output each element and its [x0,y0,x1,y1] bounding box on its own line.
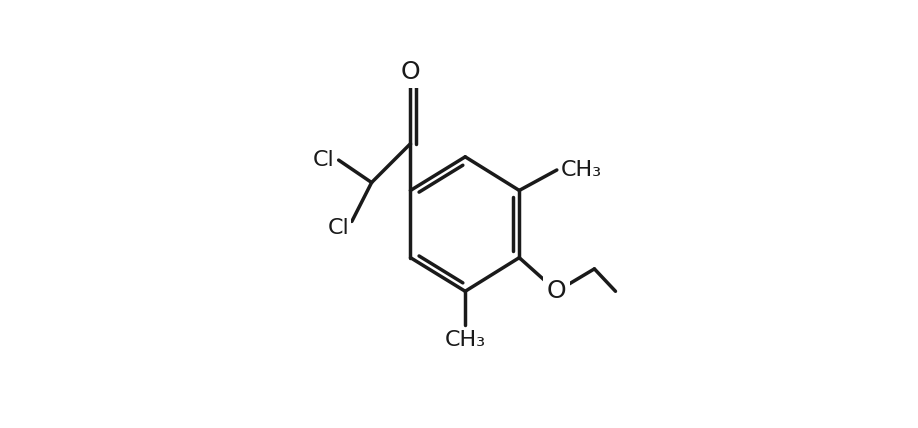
Text: O: O [400,60,420,84]
Text: Cl: Cl [313,150,335,170]
Text: CH₃: CH₃ [444,330,486,350]
Text: CH₃: CH₃ [561,160,602,180]
Text: Cl: Cl [328,218,349,238]
Text: O: O [547,279,566,303]
